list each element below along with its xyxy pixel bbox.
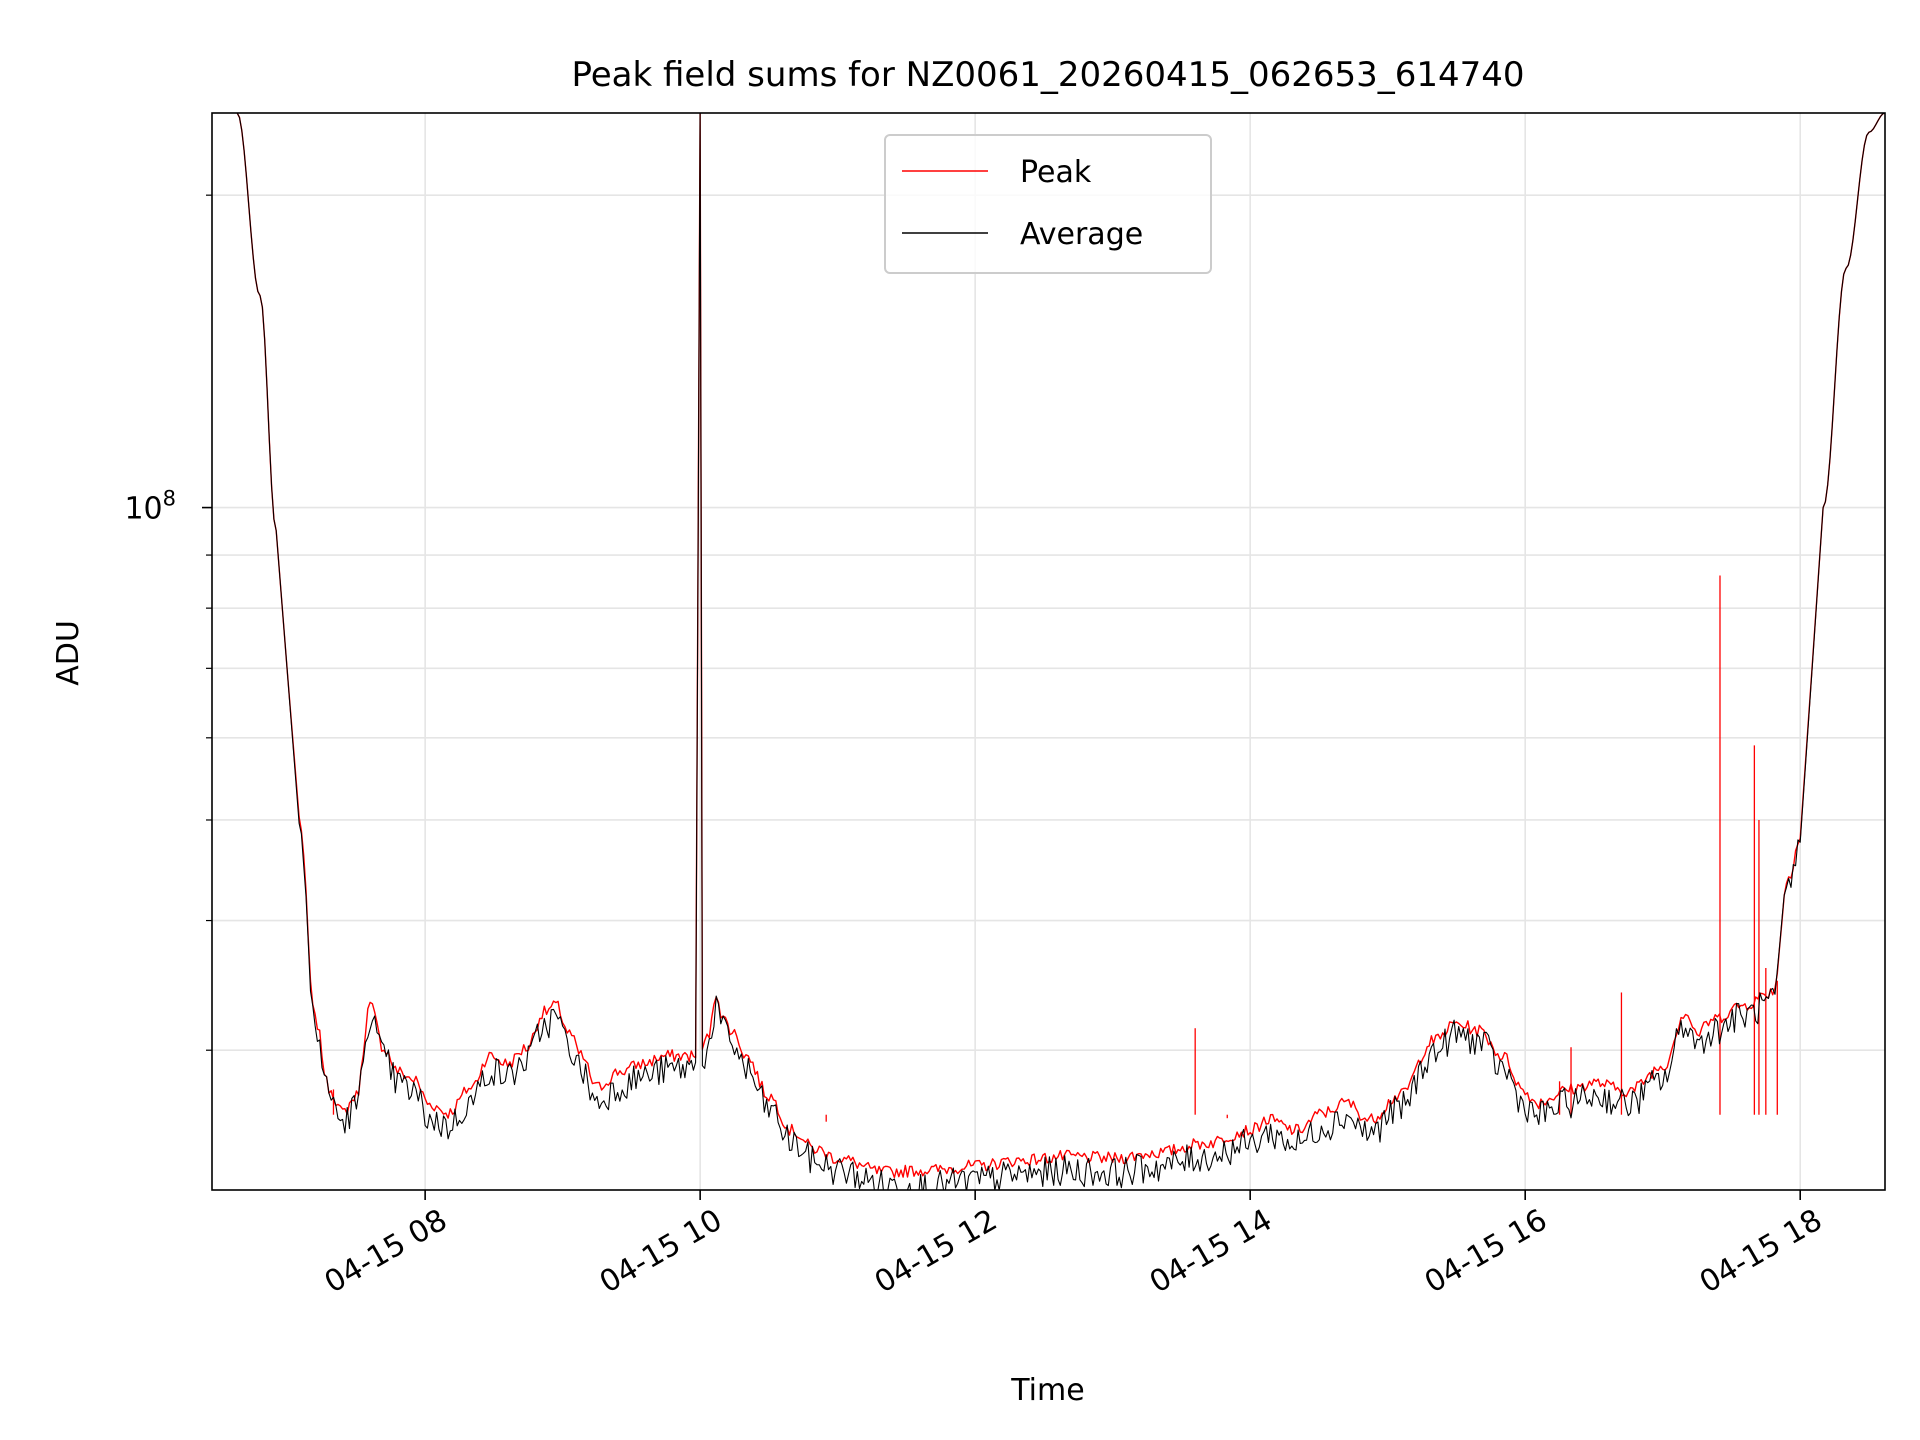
legend-label-peak: Peak (1020, 155, 1092, 190)
x-axis-label: Time (1010, 1373, 1084, 1408)
legend-label-average: Average (1020, 217, 1143, 252)
series-layer (236, 113, 1885, 1190)
y-axis-label: ADU (51, 620, 86, 686)
series-line-average (236, 113, 1885, 1190)
plot-frame (211, 112, 1886, 1191)
plot-area (236, 113, 1885, 1190)
chart-title: Peak field sums for NZ0061_20260415_0626… (571, 55, 1524, 95)
series-line-peak (236, 113, 1885, 1179)
y-tick-label: 108 (124, 487, 176, 527)
legend-box (884, 134, 1212, 274)
y-tick-label-exponent: 8 (163, 487, 176, 511)
legend: Peak Average (884, 134, 1212, 274)
y-tick-label-base: 10 (124, 492, 162, 527)
